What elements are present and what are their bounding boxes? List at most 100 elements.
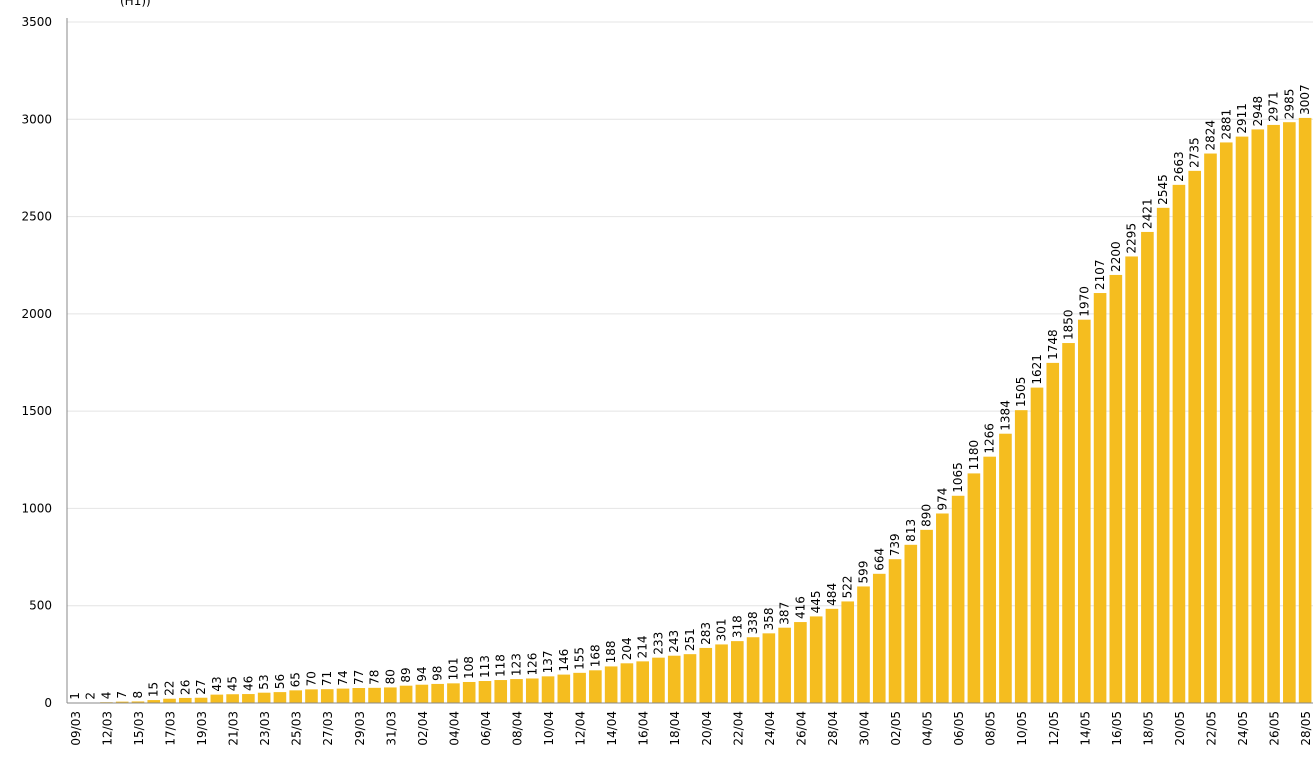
data-label: 22 — [163, 680, 177, 695]
data-label: 46 — [241, 676, 255, 691]
bar — [352, 688, 366, 703]
data-label: 301 — [715, 619, 729, 642]
data-label: 338 — [746, 611, 760, 634]
bar — [194, 697, 208, 703]
data-label: 101 — [446, 657, 460, 680]
bar — [1235, 136, 1249, 704]
data-label: 522 — [841, 576, 855, 599]
data-label: 2 — [84, 692, 98, 700]
bar — [368, 687, 381, 703]
bar — [683, 654, 697, 703]
x-axis: 09/03 12/03 15/03 17/03 19/03 21/03 23/03 25/03… — [67, 702, 1313, 746]
data-label: 233 — [651, 632, 665, 655]
data-label: 1621 — [1030, 354, 1044, 385]
data-label: 2200 — [1109, 241, 1123, 272]
x-tick-label: 24/04 — [763, 711, 777, 746]
bar — [320, 689, 334, 703]
bar — [525, 678, 539, 703]
data-label: 2881 — [1219, 109, 1233, 140]
bar — [557, 674, 571, 703]
data-label: 243 — [667, 630, 681, 653]
bar — [762, 633, 776, 703]
x-tick-label: 08/05 — [984, 711, 998, 746]
x-tick-label: 09/03 — [69, 711, 83, 746]
bar — [920, 529, 933, 703]
bar — [257, 692, 271, 703]
x-tick-label: 23/03 — [258, 711, 272, 746]
data-label: 445 — [809, 591, 823, 614]
x-tick-label: 12/04 — [574, 711, 588, 746]
bar — [951, 495, 965, 703]
x-tick-label: 24/05 — [1236, 711, 1250, 746]
data-label: 1505 — [1014, 377, 1028, 408]
y-tick-label: 1000 — [21, 501, 52, 515]
bar — [715, 644, 728, 703]
data-label: 214 — [636, 635, 650, 658]
x-tick-label: 26/04 — [794, 711, 808, 746]
data-label: 1180 — [967, 440, 981, 471]
data-label: 65 — [289, 672, 303, 687]
bar — [115, 701, 129, 703]
bar — [731, 641, 744, 703]
x-tick-label: 15/03 — [132, 711, 146, 746]
bar — [462, 681, 476, 703]
x-tick-label: 12/05 — [1047, 711, 1061, 746]
data-label: 318 — [730, 615, 744, 638]
bars — [68, 117, 1312, 704]
data-label: 416 — [793, 596, 807, 619]
data-label: 2911 — [1235, 103, 1249, 134]
bar — [589, 670, 602, 703]
data-label: 2971 — [1267, 91, 1281, 122]
bar — [510, 679, 523, 703]
data-label: 80 — [383, 669, 397, 684]
x-tick-label: 08/04 — [511, 711, 525, 746]
data-label: 26 — [178, 680, 192, 695]
x-tick-label: 02/04 — [416, 711, 430, 746]
x-tick-label: 30/04 — [857, 711, 871, 746]
bar — [210, 694, 224, 703]
data-label: 1 — [68, 692, 82, 700]
data-label: 126 — [525, 653, 539, 676]
bar — [431, 683, 444, 703]
y-tick-label: 2000 — [21, 307, 52, 321]
data-label: 2107 — [1093, 259, 1107, 290]
bar — [809, 616, 823, 703]
data-label: 77 — [352, 670, 366, 685]
data-label: 146 — [557, 649, 571, 672]
bar — [1077, 319, 1091, 703]
bar — [305, 689, 318, 703]
data-label: 664 — [872, 548, 886, 571]
data-label: 94 — [415, 666, 429, 681]
data-label: 1384 — [998, 400, 1012, 431]
bar — [163, 698, 176, 703]
bar — [620, 663, 634, 703]
data-label: 56 — [273, 674, 287, 689]
data-label: 137 — [541, 650, 555, 673]
bar — [1093, 293, 1107, 703]
bar — [652, 657, 665, 703]
bar — [226, 694, 239, 703]
data-label: 98 — [431, 666, 445, 681]
bar — [478, 681, 492, 703]
bar — [415, 684, 429, 703]
x-tick-label: 20/05 — [1173, 711, 1187, 746]
x-tick-label: 25/03 — [290, 711, 304, 746]
data-label: 108 — [462, 656, 476, 679]
x-tick-label: 19/03 — [195, 711, 209, 746]
data-labels: 1 2 4 7 8 15 22 26 27 43 45 46 53 56 65 70 71 74 77 78 80 89 9… — [68, 84, 1312, 699]
y-tick-label: 3000 — [21, 112, 52, 126]
data-label: 387 — [778, 602, 792, 625]
bar — [1283, 122, 1296, 703]
data-label: 599 — [856, 561, 870, 584]
x-tick-label: 31/03 — [384, 711, 398, 746]
bar — [1188, 170, 1202, 703]
bar — [273, 692, 287, 703]
bar — [999, 433, 1012, 703]
x-tick-label: 22/05 — [1204, 711, 1218, 746]
bar — [131, 701, 145, 703]
bar — [178, 697, 192, 703]
bar — [1219, 142, 1233, 704]
bar — [699, 647, 713, 703]
bar — [1267, 124, 1280, 703]
